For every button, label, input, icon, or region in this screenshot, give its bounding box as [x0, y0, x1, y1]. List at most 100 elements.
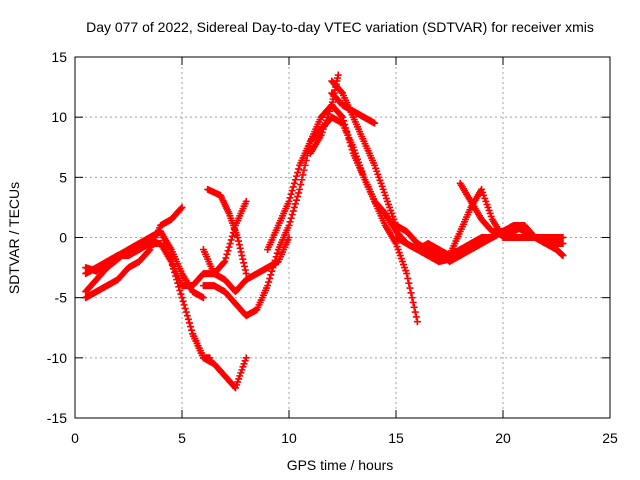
data-point — [288, 211, 296, 219]
series-track-d — [82, 203, 186, 302]
data-point — [288, 187, 296, 195]
data-point — [267, 271, 275, 279]
data-point — [176, 286, 184, 294]
data-point — [291, 200, 299, 208]
data-point — [225, 243, 233, 251]
data-points — [82, 71, 567, 392]
data-point — [346, 138, 354, 146]
data-point — [559, 240, 567, 248]
data-point — [292, 196, 300, 204]
series-track-e — [189, 330, 250, 392]
axis-ticks — [74, 56, 611, 419]
series-track-h — [204, 185, 250, 278]
data-point — [559, 252, 567, 260]
series-track-o — [392, 221, 528, 260]
data-point — [178, 294, 186, 302]
data-point — [408, 294, 416, 302]
data-point — [241, 266, 249, 274]
data-point — [286, 194, 294, 202]
data-point — [221, 258, 229, 266]
x-tick-label: 15 — [388, 430, 404, 446]
y-axis-title: SDTVAR / TECUs — [6, 182, 22, 294]
data-point — [269, 264, 277, 272]
data-point — [342, 124, 350, 132]
y-tick-label: 15 — [51, 49, 67, 65]
data-point — [228, 232, 236, 240]
data-point — [289, 207, 297, 215]
x-axis-title: GPS time / hours — [287, 457, 394, 473]
data-point — [239, 255, 247, 263]
data-point — [295, 189, 303, 197]
y-tick-label: 0 — [59, 230, 67, 246]
x-tick-label: 0 — [71, 430, 79, 446]
data-point — [290, 179, 298, 187]
chart-title: Day 077 of 2022, Sidereal Day-to-day VTE… — [86, 19, 594, 35]
data-point — [404, 274, 412, 282]
data-point — [371, 119, 379, 127]
y-tick-label: 10 — [51, 109, 67, 125]
y-tick-label: -5 — [55, 290, 68, 306]
data-point — [290, 203, 298, 211]
data-point — [271, 256, 279, 264]
data-point — [403, 270, 411, 278]
data-point — [344, 131, 352, 139]
series-track-g — [199, 197, 250, 278]
data-point — [183, 312, 191, 320]
data-point — [347, 142, 355, 150]
series-track-k — [328, 77, 567, 260]
x-tick-label: 10 — [281, 430, 297, 446]
data-point — [410, 303, 418, 311]
data-point — [299, 171, 307, 179]
data-point — [220, 259, 228, 267]
data-point — [240, 262, 248, 270]
data-point — [266, 274, 274, 282]
data-point — [185, 319, 193, 327]
data-point — [268, 267, 276, 275]
data-point — [223, 250, 231, 258]
data-point — [242, 197, 250, 205]
data-point — [406, 284, 414, 292]
data-point — [240, 259, 248, 267]
data-point — [234, 234, 242, 241]
data-point — [272, 253, 280, 261]
data-point — [286, 218, 294, 226]
y-tick-label: -10 — [47, 350, 67, 366]
data-point — [178, 203, 186, 211]
data-point — [264, 282, 272, 290]
data-point — [179, 297, 187, 305]
data-point — [222, 254, 230, 262]
data-point — [289, 183, 297, 191]
data-point — [226, 240, 234, 248]
data-point — [285, 197, 293, 205]
data-point — [405, 279, 413, 287]
data-point — [237, 248, 245, 256]
x-tick-label: 5 — [178, 430, 186, 446]
data-point — [337, 88, 345, 96]
data-point — [340, 117, 348, 125]
data-point — [294, 193, 302, 201]
series-track-j — [306, 101, 421, 326]
data-point — [235, 241, 243, 249]
data-point — [273, 249, 281, 257]
data-point — [175, 283, 183, 291]
data-point — [337, 112, 345, 120]
y-tick-label: -15 — [47, 410, 67, 426]
data-point — [520, 221, 528, 229]
data-point — [184, 315, 192, 323]
data-point — [297, 181, 305, 189]
data-point — [187, 323, 195, 331]
data-point — [412, 313, 420, 321]
data-point — [145, 247, 153, 255]
series-track-c — [82, 234, 293, 296]
data-point — [294, 169, 302, 177]
data-point — [341, 120, 349, 128]
data-point — [234, 237, 242, 245]
data-point — [177, 205, 185, 213]
data-point — [180, 301, 188, 309]
series-track-l — [328, 89, 379, 127]
data-point — [345, 135, 353, 143]
x-tick-label: 20 — [495, 430, 511, 446]
data-point — [270, 260, 278, 268]
data-point — [287, 190, 295, 198]
